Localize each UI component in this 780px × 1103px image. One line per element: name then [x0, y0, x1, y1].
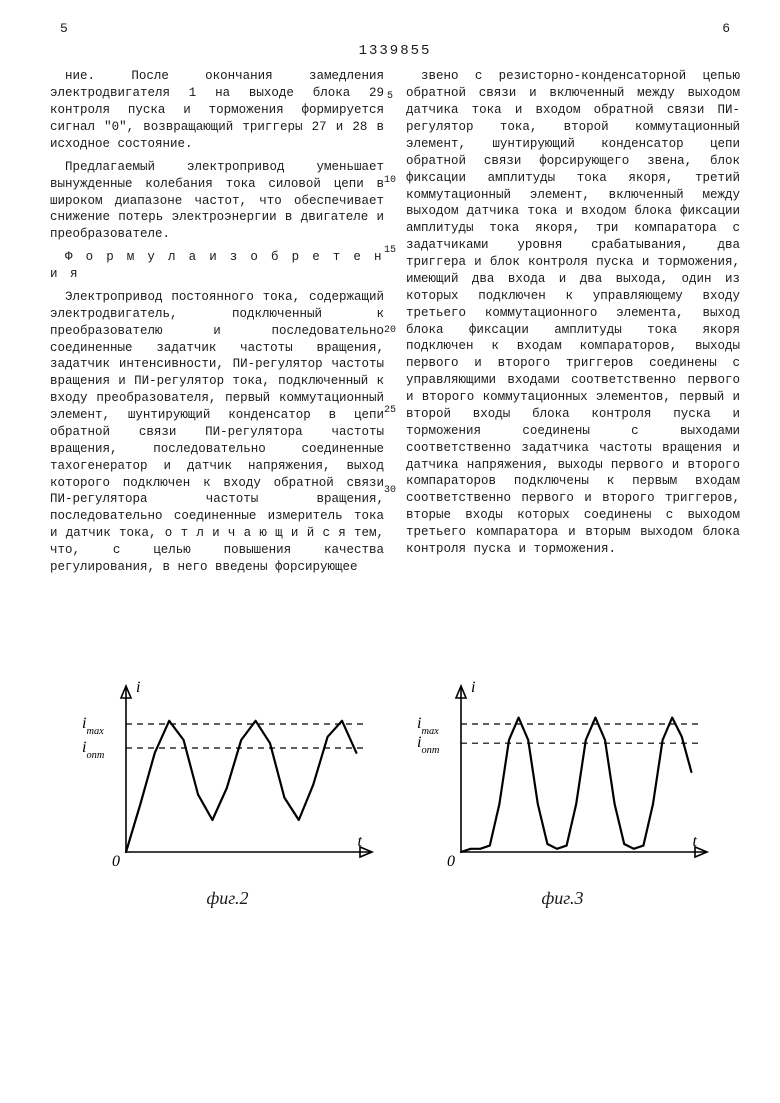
svg-text:0: 0 [112, 853, 120, 870]
svg-text:t: t [357, 833, 362, 850]
page-num-left: 5 [60, 20, 68, 38]
text-columns: ние. После окончания замедления электрод… [50, 68, 740, 578]
svg-text:t: t [692, 833, 697, 850]
doc-number: 1339855 [50, 42, 740, 61]
patent-page: 5 6 1339855 51015202530 ние. После оконч… [0, 0, 780, 1103]
svg-text:i: i [471, 679, 475, 696]
figure-2-svg: imaxiопт i t 0 [78, 678, 378, 878]
svg-text:iопт: iопт [82, 739, 105, 761]
svg-text:0: 0 [447, 853, 455, 870]
page-column-numbers: 5 6 [50, 20, 740, 38]
figure-2: imaxiопт i t 0 фиг.2 [78, 678, 378, 910]
claim-formula-title: Ф о р м у л а и з о б р е т е н и я [50, 249, 384, 283]
paragraph: звено с резисторно-конденсаторной цепью … [406, 68, 740, 557]
figure-3-svg: imaxiоптit0 [413, 678, 713, 878]
paragraph: Предлагаемый электропривод уменьшает вын… [50, 159, 384, 243]
page-num-right: 6 [722, 20, 730, 38]
svg-text:imax: imax [82, 715, 104, 737]
figures-row: imaxiоптit0 фиг.2 imaxiоптit0 фиг.3 [50, 678, 740, 910]
svg-text:i: i [136, 679, 140, 696]
paragraph: Электропривод постоянного тока, содержащ… [50, 289, 384, 576]
figure-3-caption: фиг.3 [413, 886, 713, 910]
paragraph: ние. После окончания замедления электрод… [50, 68, 384, 152]
svg-text:iопт: iопт [417, 735, 440, 757]
figure-3: imaxiоптit0 фиг.3 [413, 678, 713, 910]
figure-2-caption: фиг.2 [78, 886, 378, 910]
